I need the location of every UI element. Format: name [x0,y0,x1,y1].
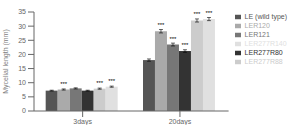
html-text:LER121: LER121 [244,31,270,38]
svg-text:30: 30 [18,23,26,30]
svg-text:15: 15 [18,65,26,72]
svg-text:3days: 3days [73,118,92,125]
html-text:LER277R140: LER277R140 [244,40,287,47]
svg-text:***: *** [169,36,177,42]
html-text:LER277R80: LER277R80 [244,49,283,56]
svg-text:***: *** [96,80,104,86]
svg-text:***: *** [108,78,116,84]
svg-text:***: *** [60,81,68,87]
svg-text:Mycelial length (mm): Mycelial length (mm) [8,29,10,94]
svg-text:25: 25 [18,37,26,44]
html-text:LER277R88: LER277R88 [244,58,283,65]
svg-text:***: *** [205,10,213,16]
svg-text:10: 10 [18,79,26,86]
svg-text:20days: 20days [169,118,192,125]
html-text:LER120: LER120 [244,22,270,29]
svg-text:35: 35 [18,8,26,15]
svg-text:***: *** [193,11,201,17]
svg-text:***: *** [181,42,189,48]
svg-text:5: 5 [22,93,26,100]
svg-text:***: *** [157,22,165,28]
html-text:LE (wild type): LE (wild type) [244,13,287,20]
svg-text:20: 20 [18,51,26,58]
svg-text:0: 0 [22,107,26,114]
